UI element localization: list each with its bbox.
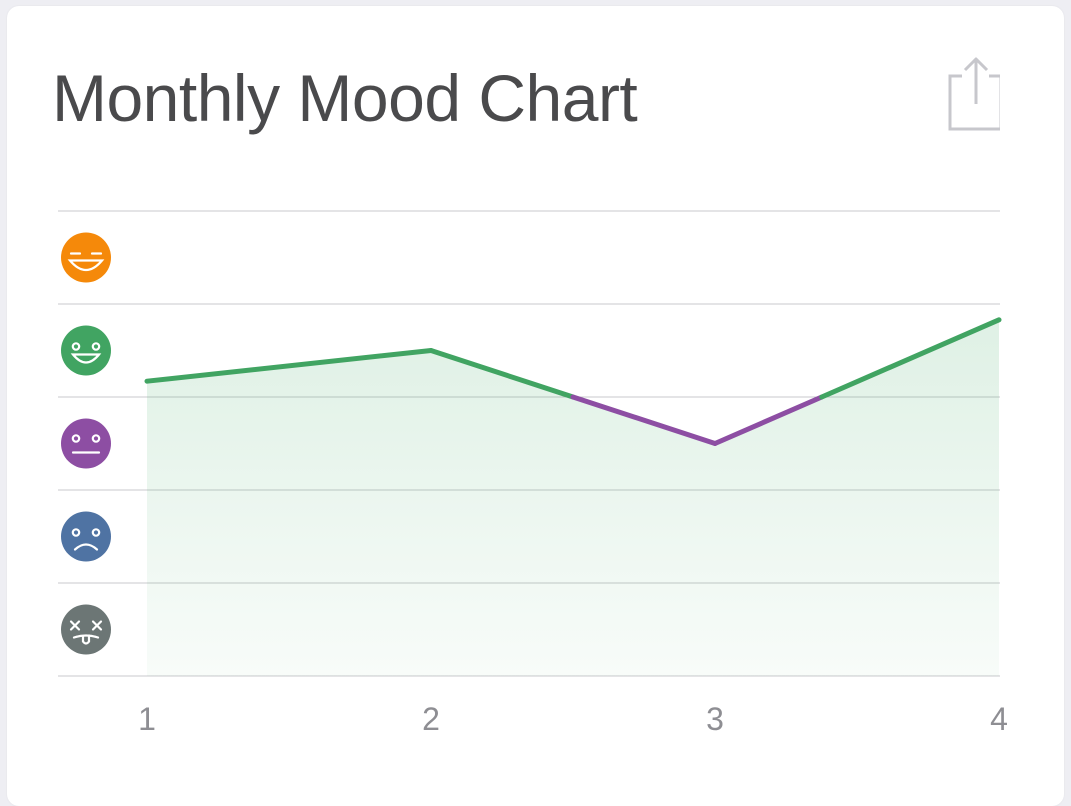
x-tick-label: 1	[138, 701, 156, 737]
awful-face-icon	[61, 605, 111, 655]
meh-face-icon	[61, 419, 111, 469]
x-tick-label: 4	[990, 701, 1008, 737]
mood-icon-axis	[61, 233, 111, 655]
mood-line-chart: 1 2 3 4	[0, 0, 1071, 787]
x-tick-label: 2	[422, 701, 440, 737]
rad-face-icon	[61, 233, 111, 283]
bad-face-icon	[61, 512, 111, 562]
good-face-icon	[61, 326, 111, 376]
x-axis: 1 2 3 4	[138, 701, 1008, 737]
x-tick-label: 3	[706, 701, 724, 737]
